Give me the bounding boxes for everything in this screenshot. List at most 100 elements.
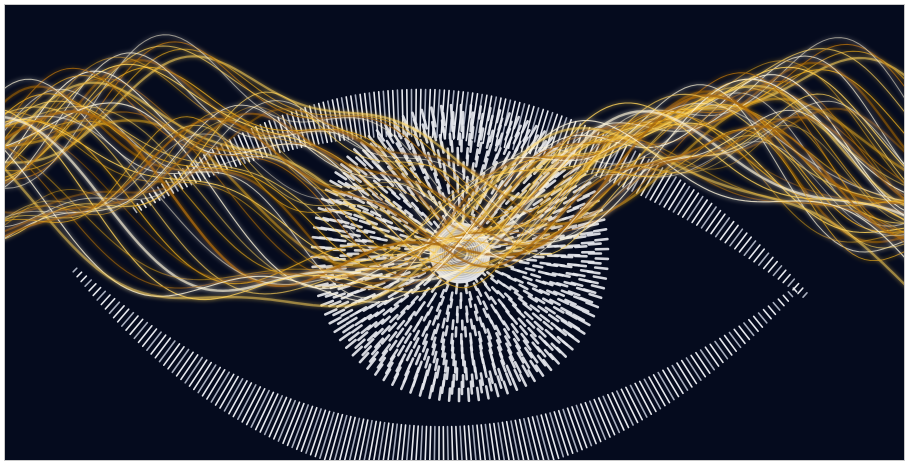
iris-dash	[424, 355, 431, 369]
iris-dash	[496, 375, 503, 390]
iris-dash	[441, 317, 446, 329]
iris-dash	[399, 193, 409, 203]
eyelid-dash	[493, 422, 501, 460]
eyelid-dash	[643, 378, 662, 410]
iris-dash	[342, 224, 356, 230]
iris-dash	[356, 204, 369, 212]
eyelid-dash	[254, 391, 275, 431]
eyelid-dash	[353, 418, 365, 460]
iris-dash	[404, 316, 413, 327]
iris-dash	[348, 232, 361, 238]
gold-ribbon-line	[5, 74, 904, 264]
iris-dash	[496, 179, 504, 191]
iris-dash	[423, 175, 431, 187]
iris-dash	[522, 339, 532, 351]
iris-dash	[518, 283, 529, 291]
iris-dash	[557, 297, 570, 306]
iris-dash	[444, 325, 449, 337]
iris-dash	[443, 359, 448, 373]
iris-dash	[354, 338, 366, 350]
iris-dash	[371, 160, 382, 171]
eyelid-dash	[133, 321, 149, 340]
iris-dash	[559, 176, 572, 186]
gold-ribbon-line	[5, 117, 904, 268]
eyelid-dash	[792, 287, 798, 293]
iris-dash	[404, 340, 413, 353]
iris-dash	[554, 168, 567, 179]
iris-dash	[373, 327, 384, 338]
eyelid-dash	[428, 425, 432, 460]
iris-dash	[529, 304, 540, 313]
iris-dash	[530, 273, 542, 279]
iris-dash	[479, 127, 485, 141]
iris-dash	[320, 299, 335, 307]
eyelid-dash	[433, 425, 436, 460]
iris-dash	[495, 109, 502, 124]
eyelid-dash	[410, 424, 415, 460]
iris-dash	[487, 377, 493, 392]
iris-dash	[368, 351, 379, 363]
iris-dash	[448, 132, 453, 146]
iris-dash	[334, 171, 348, 181]
eyelid-dash	[373, 421, 382, 460]
eyelid-dash	[593, 398, 611, 438]
iris-dash	[395, 142, 404, 155]
iris-dash	[332, 308, 346, 317]
eyelid-dash	[752, 315, 764, 328]
iris-dash	[555, 326, 568, 337]
eyelid-dash	[802, 291, 808, 299]
eyelid-dash	[626, 155, 646, 190]
iris-dash	[360, 324, 372, 335]
eyelid-dash	[620, 388, 639, 424]
iris-dash	[468, 297, 473, 309]
iris-dash	[377, 145, 388, 158]
iris-dash	[431, 336, 437, 349]
iris-dash	[404, 247, 415, 251]
iris-dash	[522, 174, 533, 185]
iris-dash	[403, 154, 412, 166]
iris-dash	[470, 373, 475, 388]
iris-dash	[536, 130, 546, 143]
iris-dash	[582, 288, 597, 295]
eyelid-dash	[129, 318, 144, 336]
iris-dash	[479, 112, 485, 127]
eyelid-dash	[527, 417, 540, 460]
iris-dash	[539, 313, 551, 323]
iris-dash	[541, 297, 554, 305]
iris-dash	[470, 111, 475, 126]
eyelid-dash	[510, 420, 520, 460]
eyelid-dash	[300, 406, 318, 453]
eyelid-dash	[480, 424, 487, 460]
iris-dash	[495, 147, 502, 160]
iris-dash	[484, 291, 491, 301]
eyelid-dash	[695, 202, 713, 226]
iris-dash	[387, 224, 398, 231]
iris-dash	[564, 298, 577, 306]
iris-dash	[592, 228, 608, 233]
eyelid-dash	[197, 364, 217, 394]
iris-dash	[524, 346, 534, 359]
iris-dash	[403, 332, 412, 344]
iris-dash	[388, 330, 398, 342]
iris-dash	[538, 288, 551, 296]
iris-dash	[350, 324, 363, 334]
eyelid-dash	[709, 343, 724, 364]
eyelid-dash	[685, 357, 702, 382]
iris-dash	[347, 331, 360, 342]
eyelid-dash	[333, 414, 348, 460]
eyelid-dash	[387, 90, 392, 138]
iris-dash	[369, 264, 381, 269]
eyelid-dash	[141, 328, 158, 348]
iris-dash	[579, 231, 594, 236]
eyelid-dash	[648, 376, 666, 407]
iris-dash	[366, 357, 377, 370]
iris-dash	[396, 310, 406, 321]
iris-dash	[560, 319, 573, 329]
iris-dash	[476, 287, 483, 298]
iris-dash	[520, 136, 529, 149]
gold-ribbon-line	[5, 104, 904, 262]
eyelid-dash	[700, 206, 717, 229]
eyelid-dash	[223, 377, 244, 412]
iris-dash	[480, 277, 488, 286]
eyelid-dash	[401, 89, 405, 137]
